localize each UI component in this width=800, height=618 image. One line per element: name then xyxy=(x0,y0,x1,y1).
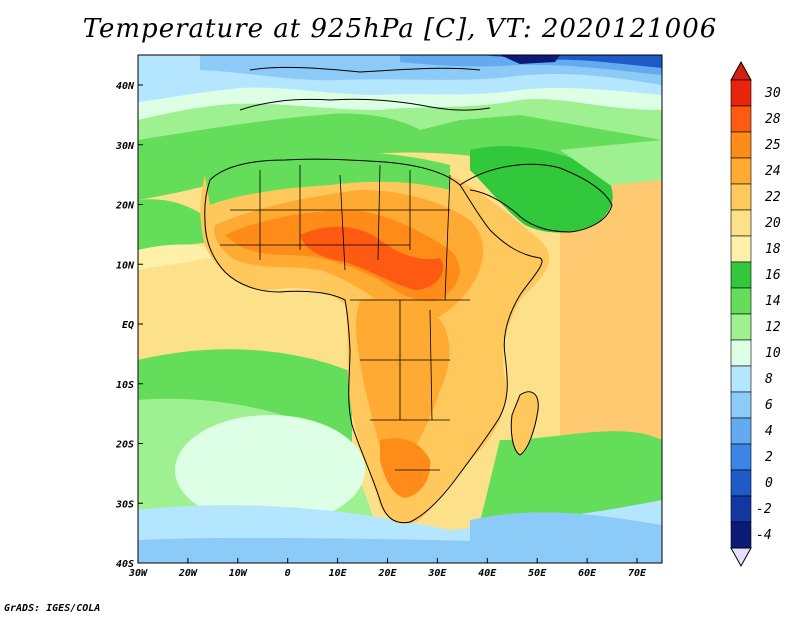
colorbar-label-8: 8 xyxy=(765,372,773,387)
colorbar xyxy=(730,60,752,568)
lat-label-20s: 20S xyxy=(115,440,134,451)
colorbar-swatch-4 xyxy=(730,183,752,211)
colorbar-swatch-15 xyxy=(730,469,752,497)
colorbar-swatch-7 xyxy=(730,261,752,289)
lon-label-20w: 20W xyxy=(178,568,198,579)
colorbar-label-22: 22 xyxy=(765,190,781,205)
colorbar-label-0: 0 xyxy=(765,476,773,491)
lat-label-10s: 10S xyxy=(116,380,134,391)
colorbar-bottom-arrow xyxy=(730,547,752,568)
colorbar-label-4: 4 xyxy=(765,424,773,439)
colorbar-label-24: 24 xyxy=(765,164,781,179)
colorbar-label-minus4: -4 xyxy=(756,528,772,543)
lat-label-30n: 30N xyxy=(115,141,135,152)
coastlines xyxy=(204,66,613,524)
lat-label-30s: 30S xyxy=(115,499,134,510)
axis-ticks xyxy=(137,84,638,564)
colorbar-label-6: 6 xyxy=(765,398,773,413)
lon-label-30e: 30E xyxy=(427,568,447,579)
colorbar-swatch-8 xyxy=(730,287,752,315)
temperature-map: 30W 20W 10W 0 10E 20E 30E 40E 50E 60E 70… xyxy=(115,54,781,579)
colorbar-label-2: 2 xyxy=(765,450,773,465)
colorbar-swatch-0 xyxy=(730,79,752,107)
lat-label-eq: EQ xyxy=(122,320,134,331)
lat-label-20n: 20N xyxy=(115,201,135,212)
colorbar-swatch-13 xyxy=(730,417,752,445)
map-title: Temperature at 925hPa [C], VT: 202012100… xyxy=(82,14,718,44)
lon-label-10e: 10E xyxy=(329,568,348,579)
colorbar-label-10: 10 xyxy=(765,346,781,361)
colorbar-swatch-12 xyxy=(730,391,752,419)
colorbar-label-minus2: -2 xyxy=(756,502,772,517)
country-borders xyxy=(220,164,470,471)
colorbar-swatch-2 xyxy=(730,131,752,159)
colorbar-label-18: 18 xyxy=(765,242,781,257)
colorbar-label-20: 20 xyxy=(765,216,781,231)
lon-label-10w: 10W xyxy=(229,568,248,579)
lon-label-20e: 20E xyxy=(377,568,397,579)
colorbar-swatch-5 xyxy=(730,209,752,237)
colorbar-swatch-14 xyxy=(730,443,752,471)
colorbar-swatch-16 xyxy=(730,495,752,523)
colorbar-label-12: 12 xyxy=(765,320,781,335)
colorbar-label-14: 14 xyxy=(765,294,781,309)
colorbar-swatch-11 xyxy=(730,365,752,393)
colorbar-swatch-17 xyxy=(730,521,752,549)
lon-label-50e: 50E xyxy=(528,568,547,579)
colorbar-label-16: 16 xyxy=(765,268,781,283)
colorbar-top-arrow xyxy=(730,60,752,81)
temperature-field xyxy=(138,55,662,563)
grads-credit: GrADS: IGES/COLA xyxy=(4,603,101,614)
lon-label-60e: 60E xyxy=(578,568,597,579)
colorbar-label-30: 30 xyxy=(764,86,781,101)
colorbar-swatch-6 xyxy=(730,235,752,263)
plot-frame xyxy=(137,54,663,564)
colorbar-swatch-1 xyxy=(730,105,752,133)
lon-label-0: 0 xyxy=(285,568,291,579)
lon-label-70e: 70E xyxy=(628,568,647,579)
lat-label-10n: 10N xyxy=(116,260,135,271)
lat-label-40s: 40S xyxy=(116,559,134,570)
colorbar-swatch-9 xyxy=(730,313,752,341)
colorbar-label-28: 28 xyxy=(765,112,781,127)
colorbar-label-25: 25 xyxy=(765,138,781,153)
colorbar-swatch-3 xyxy=(730,157,752,185)
lon-label-30w: 30W xyxy=(128,568,148,579)
lat-label-40n: 40N xyxy=(116,81,135,92)
lon-label-40e: 40E xyxy=(478,568,497,579)
colorbar-swatch-10 xyxy=(730,339,752,367)
